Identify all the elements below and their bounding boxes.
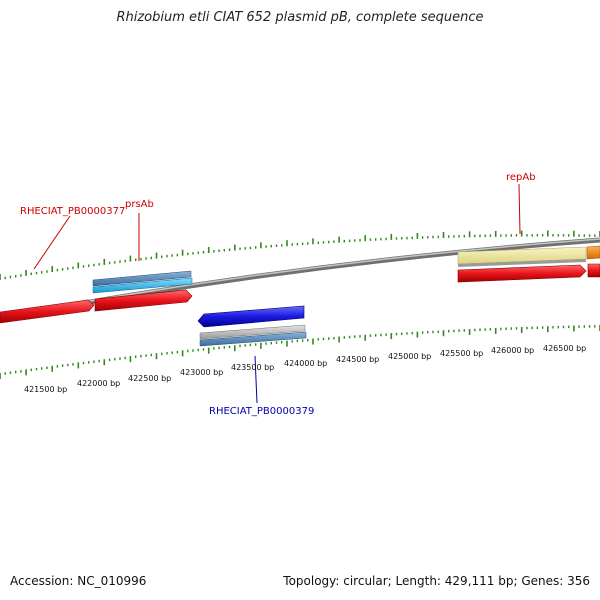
tick-label: 423500 bp <box>231 363 274 372</box>
map-title: Rhizobium etli CIAT 652 plasmid pB, comp… <box>116 10 484 25</box>
tick-label: 425500 bp <box>440 349 483 358</box>
feature-label-rheciat-pb0000379: RHECIAT_PB0000379 <box>209 406 314 417</box>
cds-rheciat-pb0000379-grey[interactable] <box>199 324 306 340</box>
tick-label: 426000 bp <box>491 346 534 355</box>
gene-rheciat-pb0000379[interactable] <box>197 305 305 328</box>
sequence-summary: Topology: circular; Length: 429,111 bp; … <box>283 574 590 588</box>
outer-tick-ruler <box>0 230 600 280</box>
tick-label: 424000 bp <box>284 359 327 368</box>
gene-rheciat-pb0000377[interactable] <box>94 289 193 312</box>
callout-line-repab <box>518 183 521 235</box>
feature-label-rheciat-pb0000377: RHECIAT_PB0000377 <box>20 206 125 217</box>
tick-label: 422500 bp <box>128 374 171 383</box>
inner-tick-ruler <box>0 325 600 379</box>
tick-label: 426500 bp <box>543 344 586 353</box>
cds-rheciat-pb0000379-steel[interactable] <box>199 331 307 347</box>
callout-line-rheciat-pb0000379 <box>254 355 258 404</box>
cds-prsab-cyan[interactable] <box>92 277 193 294</box>
gene-repab[interactable] <box>457 264 587 283</box>
tick-label: 424500 bp <box>336 355 379 364</box>
feature-label-prsab: prsAb <box>125 199 154 210</box>
scale-tick-labels: 421500 bp 422000 bp 422500 bp 423000 bp … <box>24 344 586 394</box>
cds-prsab-steel[interactable] <box>92 270 192 287</box>
tick-label: 423000 bp <box>180 368 223 377</box>
cds-repab-grey[interactable] <box>458 259 586 267</box>
callout-line-rheciat-pb0000377 <box>33 215 71 270</box>
feature-label-repab: repAb <box>506 172 536 183</box>
accession-label: Accession: NC_010996 <box>10 574 147 588</box>
tick-label: 422000 bp <box>77 379 120 388</box>
gene-next-right[interactable] <box>587 263 600 278</box>
gene-rheciat-pb0000377-left[interactable] <box>0 299 95 324</box>
tick-label: 421500 bp <box>24 385 67 394</box>
tick-label: 425000 bp <box>388 352 431 361</box>
cds-orange[interactable] <box>586 245 600 260</box>
